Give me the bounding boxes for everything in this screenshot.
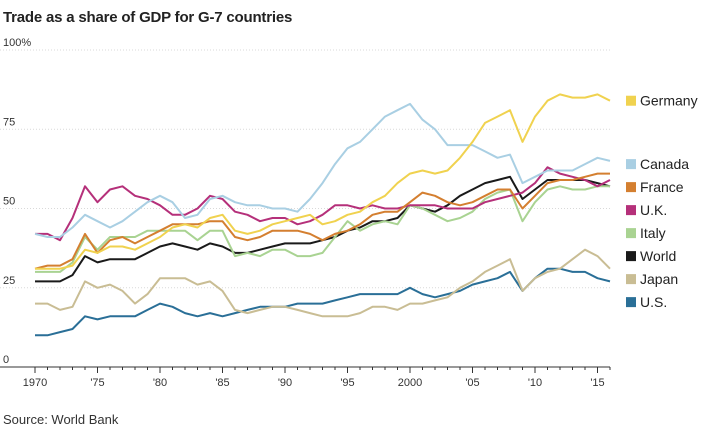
y-tick-label: 50 [3,196,15,208]
legend-swatch-france [626,182,636,193]
legend-swatch-u-k [626,205,636,216]
legend: Germany Canada France U.K. Italy World Japan U.… [626,93,698,310]
series-line-u-k [35,166,611,242]
y-tick-label: 75 [3,116,15,128]
legend-label-canada: Canada [640,156,689,172]
legend-label-u-s: U.S. [640,294,667,310]
series-line-italy [35,185,610,273]
legend-label-italy: Italy [640,225,666,241]
y-tick-label: 0 [3,354,9,366]
y-tick-label: 100% [3,37,31,49]
series-line-u-s [35,267,611,337]
series-lines [34,93,611,337]
x-tick-label: '05 [465,377,479,389]
legend-label-u-k: U.K. [640,202,667,218]
chart-title: Trade as a share of GDP for G-7 countrie… [3,9,293,26]
x-tick-label: '15 [590,377,604,389]
x-tick-label: '80 [153,377,167,389]
legend-swatch-italy [626,228,636,239]
chart-source: Source: World Bank [3,412,119,427]
x-axis: 1970 '75 '80 '85 '90 '95 2000 '05 '10 '15 [0,366,611,389]
y-axis-tick-labels: 0 25 50 75 100% [3,37,31,366]
series-line-japan [35,248,611,318]
y-tick-label: 25 [3,275,15,287]
legend-swatch-germany [626,95,636,106]
x-tick-label: 1970 [23,377,47,389]
x-tick-label: '95 [340,377,354,389]
legend-label-world: World [640,248,676,264]
x-tick-label: 2000 [398,377,422,389]
x-tick-label: '85 [215,377,229,389]
legend-label-germany: Germany [640,93,698,109]
legend-label-france: France [640,179,684,195]
series-line-france [34,172,610,270]
series-line-germany [35,93,611,270]
series-line-canada [34,102,611,238]
legend-swatch-world [626,251,636,262]
legend-swatch-u-s [626,297,636,308]
legend-swatch-japan [626,274,636,285]
legend-swatch-canada [626,159,636,170]
x-tick-label: '10 [528,377,542,389]
x-tick-label: '90 [278,377,292,389]
legend-label-japan: Japan [640,271,678,287]
x-tick-label: '75 [90,377,104,389]
